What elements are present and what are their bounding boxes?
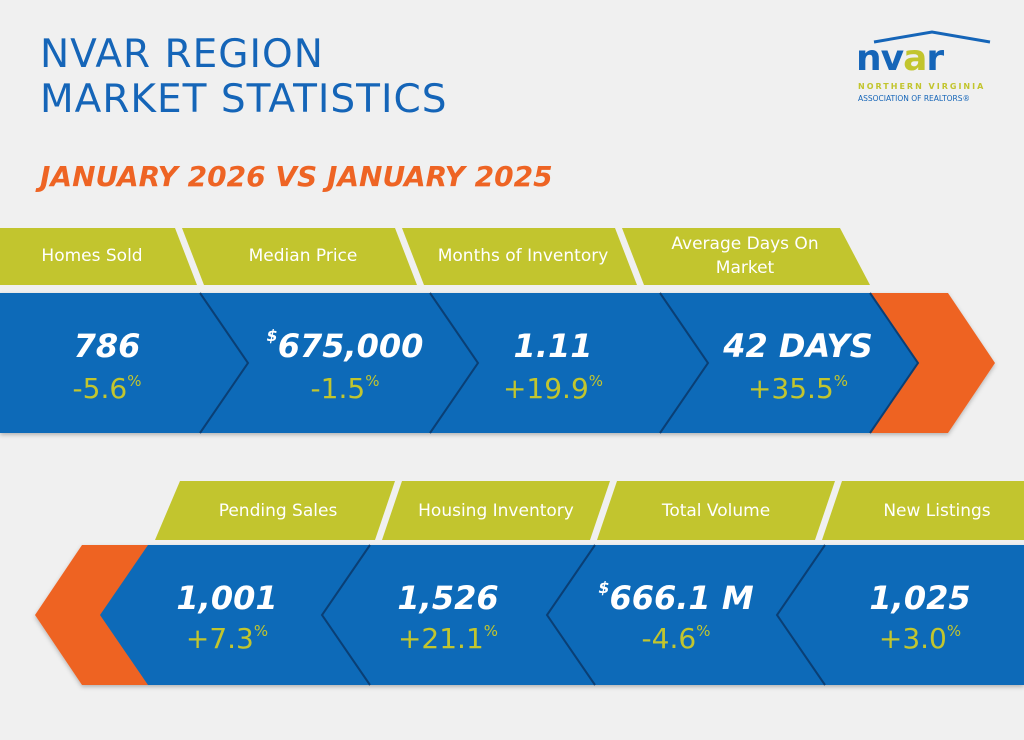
value-pending-sales: 1,001 bbox=[176, 579, 278, 617]
chevron-segment bbox=[200, 293, 478, 433]
label-avg-days: Average Days On Market bbox=[671, 234, 819, 278]
page-title: NVAR REGION MARKET STATISTICS bbox=[40, 32, 447, 122]
title-line-1: NVAR REGION bbox=[40, 32, 324, 77]
title-line-2: MARKET STATISTICS bbox=[40, 77, 448, 122]
change-months-inventory: +19.9% bbox=[502, 372, 604, 405]
label-band bbox=[0, 228, 197, 285]
value-median-price: $675,000 bbox=[266, 326, 424, 365]
label-band bbox=[597, 481, 835, 540]
label-new-listings: New Listings bbox=[883, 501, 991, 521]
label-band bbox=[822, 481, 1024, 540]
value-total-volume: $666.1 M bbox=[598, 578, 754, 617]
change-avg-days: +35.5% bbox=[747, 372, 849, 405]
label-housing-inventory: Housing Inventory bbox=[418, 501, 574, 521]
bottom-label-bands bbox=[155, 481, 1024, 540]
change-pending-sales: +7.3% bbox=[185, 622, 269, 655]
label-band bbox=[402, 228, 637, 285]
value-months-inventory: 1.11 bbox=[513, 327, 593, 365]
value-avg-days: 42 DAYS bbox=[723, 327, 873, 365]
label-homes-sold: Homes Sold bbox=[41, 246, 143, 266]
change-housing-inventory: +21.1% bbox=[397, 622, 499, 655]
chevron-segment bbox=[430, 293, 708, 433]
subtitle: JANUARY 2026 VS JANUARY 2025 bbox=[40, 160, 553, 193]
label-total-volume: Total Volume bbox=[661, 501, 771, 521]
label-pending-sales: Pending Sales bbox=[218, 501, 338, 521]
bottom-chevron-band bbox=[35, 545, 1024, 685]
chevron-edges bbox=[320, 544, 826, 686]
value-new-listings: 1,025 bbox=[869, 579, 971, 617]
top-label-bands bbox=[0, 228, 870, 285]
value-homes-sold: 786 bbox=[73, 327, 141, 365]
house-roof-icon bbox=[873, 30, 991, 44]
logo-line-1: NORTHERN VIRGINIA bbox=[858, 82, 986, 91]
change-total-volume: -4.6% bbox=[641, 622, 711, 655]
value-housing-inventory: 1,526 bbox=[397, 579, 499, 617]
label-band bbox=[155, 481, 395, 540]
chevron-edges bbox=[199, 292, 920, 434]
label-months-inventory: Months of Inventory bbox=[437, 246, 609, 266]
chevron-segment bbox=[777, 545, 1024, 685]
change-median-price: -1.5% bbox=[310, 372, 380, 405]
label-band bbox=[622, 228, 870, 285]
chevron-segment bbox=[0, 293, 248, 433]
label-median-price: Median Price bbox=[248, 246, 358, 266]
change-new-listings: +3.0% bbox=[878, 622, 962, 655]
chevron-segment bbox=[660, 293, 918, 433]
logo-line-2: ASSOCIATION OF REALTORS® bbox=[858, 94, 971, 103]
label-band bbox=[382, 481, 610, 540]
nvar-logo: nvar NORTHERN VIRGINIA ASSOCIATION OF RE… bbox=[852, 30, 1002, 106]
change-homes-sold: -5.6% bbox=[72, 372, 142, 405]
label-band bbox=[182, 228, 417, 285]
logo-word: nvar bbox=[856, 38, 944, 79]
